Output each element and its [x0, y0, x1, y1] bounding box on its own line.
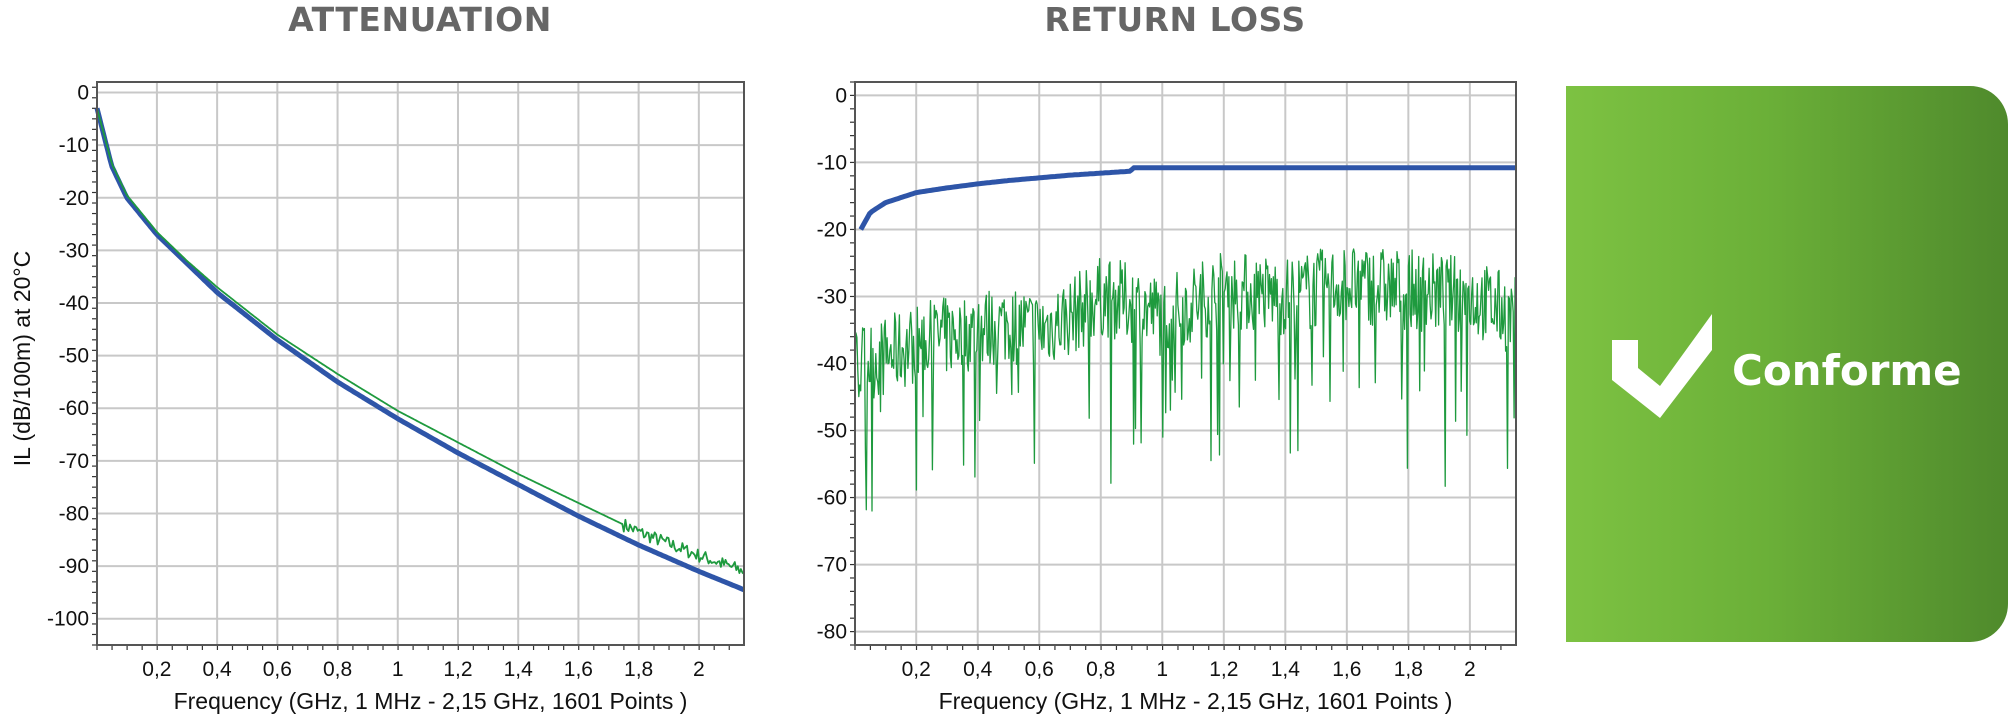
x-tick-label: 2: [1464, 658, 1476, 681]
y-tick-label: -80: [59, 502, 89, 525]
y-tick-label: -30: [59, 239, 89, 262]
x-tick-label: 1,2: [1209, 658, 1238, 681]
y-tick-label: -20: [817, 218, 847, 241]
x-axis-label: Frequency (GHz, 1 MHz - 2,15 GHz, 1601 P…: [939, 688, 1453, 714]
y-tick-label: -70: [59, 450, 89, 473]
x-tick-label: 1,6: [1332, 658, 1361, 681]
return-loss-title: RETURN LOSS: [1044, 0, 1306, 39]
x-tick-label: 0,8: [1086, 658, 1115, 681]
x-tick-label: 0,2: [902, 658, 931, 681]
y-tick-label: -80: [817, 621, 847, 644]
conformity-label: Conforme: [1732, 346, 1962, 395]
x-tick-label: 1,2: [443, 658, 472, 681]
attenuation-chart: 0,2 0,4 0,6 0,8 1 1,2 1,4 1,6 1,8 2 0 -10 -20 -30 -40 -…: [9, 81, 745, 714]
x-tick-label: 1,6: [564, 658, 593, 681]
x-tick-label: 1: [1156, 658, 1168, 681]
series-line-1: [854, 248, 1517, 512]
x-tick-label: 2: [693, 658, 705, 681]
y-tick-label: -30: [817, 285, 847, 308]
conformity-badge: [1566, 86, 2008, 642]
series-line-0: [94, 107, 745, 593]
plot-area: [97, 82, 744, 645]
x-tick-label: 1: [392, 658, 404, 681]
y-tick-label: -90: [59, 555, 89, 578]
x-tick-label: 0,6: [1025, 658, 1054, 681]
x-tick-label: 0,6: [263, 658, 292, 681]
x-tick-label: 1,8: [1394, 658, 1423, 681]
x-tick-label: 0,4: [203, 658, 233, 681]
y-tick-label: -40: [817, 353, 847, 376]
checkmark-icon: [1612, 314, 1712, 418]
y-tick-label: -60: [59, 397, 89, 420]
y-tick-label: -50: [817, 420, 847, 443]
x-tick-label: 0,4: [963, 658, 993, 681]
x-tick-label: 1,4: [504, 658, 534, 681]
y-tick-label: -70: [817, 554, 847, 577]
y-tick-label: 0: [77, 82, 89, 105]
y-tick-label: -20: [59, 187, 89, 210]
y-tick-label: -50: [59, 345, 89, 368]
series-line-1: [96, 108, 745, 575]
y-tick-label: -10: [59, 134, 89, 157]
y-tick-label: -40: [59, 292, 89, 315]
plot-frame: [96, 81, 745, 646]
x-tick-label: 1,8: [624, 658, 653, 681]
x-tick-label: 0,2: [142, 658, 171, 681]
attenuation-title: ATTENUATION: [288, 0, 552, 39]
x-axis-label: Frequency (GHz, 1 MHz - 2,15 GHz, 1601 P…: [174, 688, 688, 714]
y-tick-label: -100: [47, 608, 89, 631]
x-tick-label: 1,4: [1271, 658, 1301, 681]
series-line-0: [858, 165, 1517, 231]
return-loss-chart: 0,2 0,4 0,6 0,8 1 1,2 1,4 1,6 1,8 2 0 -10 -20 -30 -40 -…: [817, 81, 1517, 714]
y-tick-label: -60: [817, 487, 847, 510]
y-tick-label: 0: [835, 84, 847, 107]
y-axis-label: IL (dB/100m) at 20°C: [9, 251, 35, 466]
x-tick-label: 0,8: [323, 658, 352, 681]
plot-frame: [854, 81, 1517, 646]
y-tick-label: -10: [817, 151, 847, 174]
